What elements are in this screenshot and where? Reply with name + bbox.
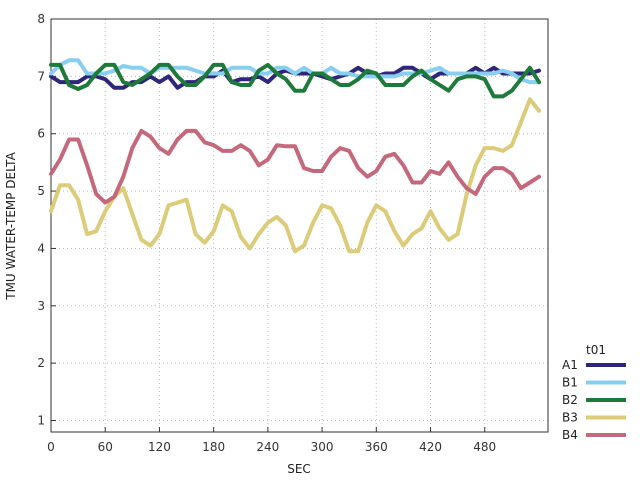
x-tick-label: 60 [98,440,113,454]
series-line-b3 [49,97,541,254]
legend-title: t01 [586,343,606,357]
y-tick-label: 5 [37,184,45,198]
legend-label-b2: B2 [562,393,578,407]
series-line-b4 [49,128,541,205]
x-tick-label: 180 [202,440,225,454]
legend-label-b3: B3 [562,411,578,425]
series-lines [49,58,541,254]
y-tick-label: 4 [37,241,45,255]
y-tick-label: 3 [37,299,45,313]
grid-lines [51,18,548,432]
x-tick-label: 240 [256,440,279,454]
y-tick-label: 6 [37,127,45,141]
series-line-b1 [49,58,541,85]
x-tick-label: 0 [47,440,55,454]
x-tick-label: 420 [419,440,442,454]
series-line-b2 [49,62,541,99]
legend-label-b1: B1 [562,376,578,390]
plot-border [50,18,549,433]
y-tick-label: 8 [37,12,45,26]
x-tick-label: 300 [311,440,334,454]
y-tick-label: 2 [37,356,45,370]
axis-ticks: 0 60 120 180 240 300 360 420 480 1 2 3 4 5 6 7 8 [37,12,496,454]
legend-label-a1: A1 [562,358,578,372]
y-axis-title: TMU WATER-TEMP DELTA [4,151,18,300]
x-axis-title: SEC [287,462,311,476]
legend: t01 A1 B1 B2 B3 B4 [562,343,626,442]
x-tick-label: 480 [473,440,496,454]
y-tick-label: 1 [37,414,45,428]
y-tick-label: 7 [37,69,45,83]
x-tick-label: 120 [148,440,171,454]
legend-label-b4: B4 [562,428,578,442]
x-tick-label: 360 [365,440,388,454]
